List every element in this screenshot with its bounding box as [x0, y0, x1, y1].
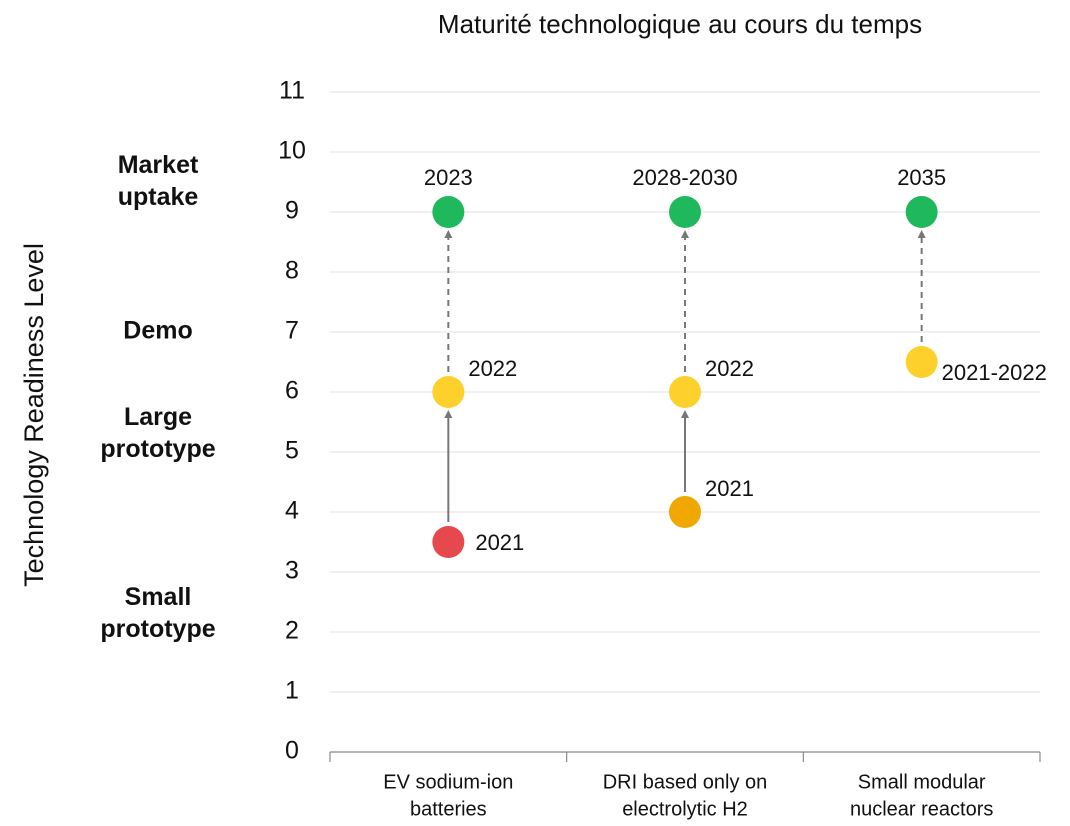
level-label: Small prototype [100, 583, 215, 643]
y-tick-label: 9 [285, 197, 299, 225]
point [669, 376, 701, 408]
data-label: 2021-2022 [942, 360, 1047, 385]
y-tick-label: 3 [285, 557, 299, 585]
y-tick-label: 7 [285, 317, 299, 345]
x-tick-label: Small modular nuclear reactors [850, 772, 993, 821]
data-label: 2028-2030 [632, 165, 737, 190]
level-label: Demo [123, 317, 192, 345]
point [432, 196, 465, 228]
data-label: 2021 [475, 530, 524, 555]
y-tick-label: 0 [285, 737, 299, 765]
y-tick-label: 1 [285, 677, 299, 705]
y-tick-label: 11 [279, 77, 305, 105]
point [905, 196, 938, 228]
level-label: Large prototype [100, 403, 215, 463]
x-tick-label: EV sodium-ion batteries [383, 772, 513, 821]
data-label: 2022 [705, 356, 754, 381]
data-label: 2023 [424, 165, 473, 190]
point [669, 496, 701, 528]
y-tick-label: 6 [285, 377, 299, 405]
y-tick-label: 10 [278, 137, 306, 165]
level-label: Market uptake [118, 151, 199, 211]
point [905, 346, 938, 378]
y-tick-label: 2 [285, 617, 299, 645]
point [432, 526, 465, 558]
data-label: 2021 [705, 476, 754, 501]
data-label: 2022 [468, 356, 517, 381]
point [669, 196, 701, 228]
y-tick-label: 5 [285, 437, 299, 465]
chart-title: Maturité technologique au cours du temps [438, 9, 922, 39]
y-tick-label: 4 [285, 497, 299, 525]
x-tick-label: DRI based only on electrolytic H2 [603, 772, 768, 821]
y-tick-label: 8 [285, 257, 299, 285]
data-label: 2035 [897, 165, 946, 190]
y-axis-label: Technology Readiness Level [19, 243, 49, 587]
point [432, 376, 465, 408]
